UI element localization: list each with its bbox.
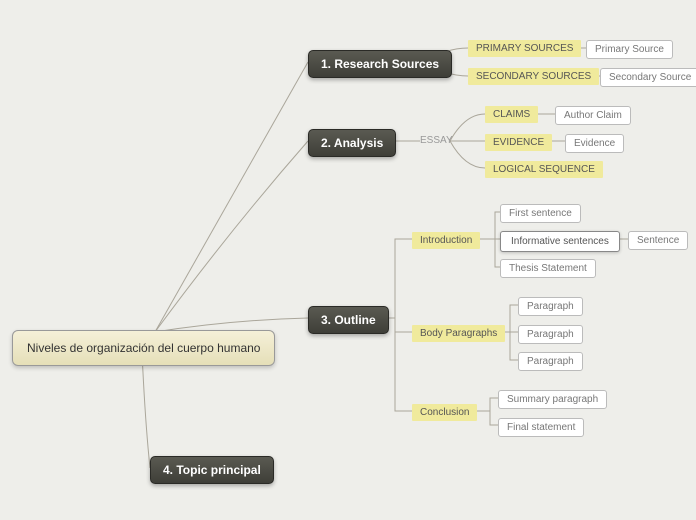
leaf-final-statement[interactable]: Final statement <box>498 418 584 437</box>
header-primary-sources[interactable]: PRIMARY SOURCES <box>468 40 581 57</box>
header-secondary-sources[interactable]: SECONDARY SOURCES <box>468 68 599 85</box>
branch-outline[interactable]: 3. Outline <box>308 306 389 334</box>
leaf-evidence[interactable]: Evidence <box>565 134 624 153</box>
branch-research[interactable]: 1. Research Sources <box>308 50 452 78</box>
root-node[interactable]: Niveles de organización del cuerpo human… <box>12 330 275 366</box>
header-conclusion[interactable]: Conclusion <box>412 404 477 421</box>
header-claims[interactable]: CLAIMS <box>485 106 538 123</box>
leaf-informative-sentences[interactable]: Informative sentences <box>500 231 620 252</box>
leaf-paragraph-3[interactable]: Paragraph <box>518 352 583 371</box>
leaf-summary-paragraph[interactable]: Summary paragraph <box>498 390 607 409</box>
leaf-thesis-statement[interactable]: Thesis Statement <box>500 259 596 278</box>
leaf-primary-source[interactable]: Primary Source <box>586 40 673 59</box>
branch-analysis[interactable]: 2. Analysis <box>308 129 396 157</box>
leaf-author-claim[interactable]: Author Claim <box>555 106 631 125</box>
branch-topic-principal[interactable]: 4. Topic principal <box>150 456 274 484</box>
header-logical-sequence[interactable]: LOGICAL SEQUENCE <box>485 161 603 178</box>
header-body-paragraphs[interactable]: Body Paragraphs <box>412 325 505 342</box>
leaf-secondary-source[interactable]: Secondary Source <box>600 68 696 87</box>
label-essay: ESSAY <box>420 135 453 146</box>
leaf-first-sentence[interactable]: First sentence <box>500 204 581 223</box>
leaf-sentence[interactable]: Sentence <box>628 231 688 250</box>
header-evidence[interactable]: EVIDENCE <box>485 134 552 151</box>
leaf-paragraph-1[interactable]: Paragraph <box>518 297 583 316</box>
leaf-paragraph-2[interactable]: Paragraph <box>518 325 583 344</box>
header-introduction[interactable]: Introduction <box>412 232 480 249</box>
